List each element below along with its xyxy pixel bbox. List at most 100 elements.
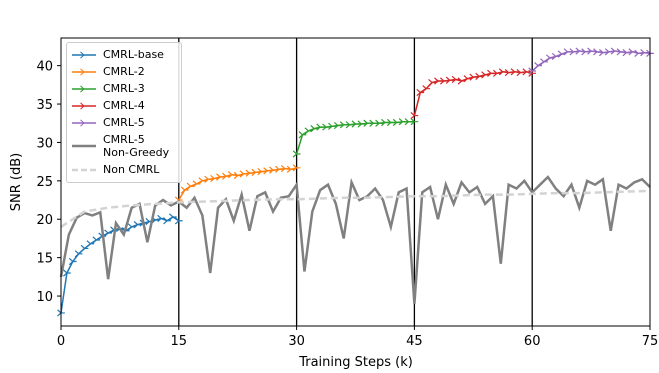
legend-label: Non CMRL [103,163,160,176]
marker [381,118,389,127]
marker [575,47,584,55]
legend-entry: CMRL-2 [67,63,181,80]
marker [428,78,436,87]
marker [622,48,631,57]
marker [375,119,383,127]
marker [386,118,395,127]
marker [92,236,101,244]
legend-swatch [72,168,96,171]
legend-entry: CMRL-5 [67,114,181,131]
x-tick-label: 60 [524,334,541,349]
marker [198,177,207,185]
marker [451,75,460,84]
marker [481,71,489,79]
x-tick-label: 45 [406,334,423,349]
marker [292,164,301,172]
marker [528,69,537,77]
marker [222,172,230,180]
marker [68,257,77,266]
marker [545,54,554,62]
marker [298,131,307,139]
legend-marker [80,118,88,127]
legend-label: CMRL-base [103,48,164,61]
legend-entry: CMRL-base [67,46,181,63]
marker [86,240,95,248]
marker [57,309,65,317]
legend-entry: CMRL-3 [67,80,181,97]
legend-marker [80,50,88,59]
marker [251,168,260,176]
marker [216,173,224,181]
marker [322,123,330,131]
marker [292,150,301,158]
marker [498,68,507,76]
marker [257,168,266,176]
marker [239,170,248,178]
marker [316,123,325,131]
marker [369,119,378,127]
marker [398,118,407,126]
legend-swatch [72,67,96,76]
marker [333,121,342,130]
marker [233,171,242,180]
marker [569,48,578,56]
series-line [59,175,651,304]
marker [62,269,71,277]
marker [475,72,484,80]
legend-label: CMRL-2 [103,65,145,78]
y-tick-label: 35 [36,98,53,113]
marker [593,48,601,56]
marker [174,217,183,225]
marker [363,119,372,127]
legend-swatch [72,84,96,93]
marker [604,48,613,56]
marker [516,68,525,77]
marker [445,76,454,84]
marker [180,186,189,194]
marker [540,58,548,66]
marker [410,118,419,126]
marker [392,118,401,127]
series-line [60,216,180,314]
legend-entry: Non CMRL [67,161,181,178]
marker [646,49,654,57]
plot-frame [60,37,651,327]
y-tick-label: 10 [36,290,53,305]
marker [616,48,625,56]
marker [510,68,519,76]
marker [416,88,425,97]
marker [204,175,213,183]
marker [133,221,142,229]
marker [610,47,619,55]
legend-swatch [72,101,96,110]
marker [339,121,348,129]
marker [463,75,472,83]
x-axis-label: Training Steps (k) [298,355,413,370]
marker [504,68,513,77]
marker [74,250,83,258]
marker [492,69,501,77]
x-tick-label: 75 [642,334,659,349]
marker [640,48,648,57]
marker [528,67,537,75]
legend-label: CMRL-4 [103,99,145,112]
marker [286,165,295,173]
marker [357,120,366,128]
marker [280,164,289,173]
marker [269,166,277,174]
marker [422,85,431,93]
marker [563,48,572,56]
marker [263,167,271,175]
marker [328,122,336,130]
marker [628,48,637,56]
marker [404,118,413,126]
y-axis-label: SNR (dB) [9,153,24,211]
y-tick-label: 20 [36,213,53,228]
legend-label: CMRL-5 Non-Greedy [103,133,170,159]
legend-marker [80,67,88,76]
legend-marker [80,101,88,110]
legend-swatch [72,118,96,127]
y-tick-label: 15 [36,252,53,267]
